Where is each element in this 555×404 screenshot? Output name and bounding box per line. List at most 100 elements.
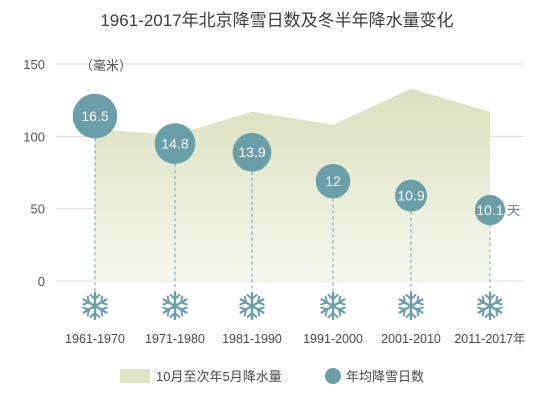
snow-day-bubble-3 xyxy=(315,163,351,199)
snowflake-icon xyxy=(320,291,346,321)
snowflake-stroke xyxy=(100,306,108,311)
snowflake-stroke xyxy=(239,301,247,306)
x-category-label: 1981-1990 xyxy=(222,332,282,346)
snowflake-stroke xyxy=(416,308,420,317)
snowflake-stroke xyxy=(166,308,170,317)
snowflake-arm xyxy=(250,295,265,308)
bubble-value-3: 12 xyxy=(325,173,341,189)
snowflake-stroke xyxy=(174,312,181,318)
snowflake-arm xyxy=(409,304,424,317)
snowflake-stroke xyxy=(324,295,328,304)
snowflake-stroke xyxy=(320,301,328,306)
y-axis-ticks: 0 50 100 150 xyxy=(23,57,45,289)
chart-title: 1961-2017年北京降雪日数及冬半年降水量变化 xyxy=(100,11,453,30)
snowflake-arm xyxy=(477,304,492,317)
snowflake-stroke xyxy=(484,312,491,318)
snowflake-stroke xyxy=(100,301,108,306)
snowflake-stroke xyxy=(338,295,342,304)
snowflake-arm xyxy=(320,295,335,308)
x-category-label: 1991-2000 xyxy=(303,332,363,346)
legend-area-swatch xyxy=(120,369,150,383)
precip-area xyxy=(95,88,490,282)
snowflake-icon xyxy=(239,291,265,321)
snowflake-stroke xyxy=(100,295,104,304)
snowflake-stroke xyxy=(251,294,258,300)
stem-lines xyxy=(94,138,491,292)
snowflake-stroke xyxy=(166,295,170,304)
snowflake-stroke xyxy=(169,294,176,300)
bubble-value-0: 16.5 xyxy=(81,108,108,124)
snowflake-arm xyxy=(405,291,417,308)
snowflake-stroke xyxy=(320,306,328,311)
snowflake-arm xyxy=(93,304,108,317)
snowflake-icon xyxy=(162,291,188,321)
snowflake-arm xyxy=(398,295,413,308)
snowflake-stroke xyxy=(257,295,261,304)
snowflake-stroke xyxy=(82,306,90,311)
snowflake-stroke xyxy=(495,306,503,311)
snowflake-stroke xyxy=(477,306,485,311)
snowflake-icon xyxy=(82,291,108,321)
snowflake-stroke xyxy=(89,312,96,318)
snowflake-arm xyxy=(398,304,413,317)
snowflake-arm xyxy=(484,304,496,321)
snowflake-arm xyxy=(239,304,254,317)
snowflake-stroke xyxy=(495,301,503,306)
snowflake-stroke xyxy=(180,306,188,311)
snowflake-stroke xyxy=(257,301,265,306)
snowflake-stroke xyxy=(398,306,406,311)
snowflake-arm xyxy=(169,304,181,321)
snowflake-arm xyxy=(250,304,265,317)
snowflake-stroke xyxy=(481,308,485,317)
snowflake-stroke xyxy=(162,306,170,311)
x-category-label: 1961-1970 xyxy=(65,332,125,346)
snowflake-stroke xyxy=(246,294,253,300)
snowflake-stroke xyxy=(243,308,247,317)
snowflake-stroke xyxy=(332,312,339,318)
x-axis-categories: 1961-1970 1971-1980 1981-1990 1991-2000 2001… xyxy=(65,332,526,346)
snowflake-arm xyxy=(405,304,417,321)
legend-bubble-label: 年均降雪日数 xyxy=(346,369,424,384)
snowflake-arm xyxy=(327,304,339,321)
snowflake-stroke xyxy=(402,308,406,317)
legend: 10月至次年5月降水量 年均降雪日数 xyxy=(120,368,424,384)
legend-area-label: 10月至次年5月降水量 xyxy=(156,369,282,384)
snowflake-stroke xyxy=(338,301,346,306)
snowflake-stroke xyxy=(180,295,184,304)
snowflake-stroke xyxy=(86,308,90,317)
snowflake-stroke xyxy=(94,312,101,318)
y-axis-unit: （毫米） xyxy=(80,58,132,73)
snowflake-stroke xyxy=(86,295,90,304)
snow-day-bubble-5 xyxy=(474,195,506,226)
snowflake-stroke xyxy=(416,295,420,304)
snowflake-stroke xyxy=(338,308,342,317)
snowflake-stroke xyxy=(243,295,247,304)
bubble-value-5: 10.1 xyxy=(476,202,503,218)
snowflake-arm xyxy=(173,295,188,308)
snowflake-arm xyxy=(484,291,496,308)
snowflake-stroke xyxy=(489,294,496,300)
snowflake-row xyxy=(82,291,503,321)
snowflake-stroke xyxy=(100,308,104,317)
snowflake-stroke xyxy=(410,312,417,318)
snowflake-stroke xyxy=(481,295,485,304)
snowflake-arm xyxy=(169,291,181,308)
snowflake-arm xyxy=(239,295,254,308)
snowflake-arm xyxy=(488,295,503,308)
snowflake-stroke xyxy=(495,308,499,317)
snowflake-stroke xyxy=(174,294,181,300)
y-tick-label: 50 xyxy=(31,202,45,217)
y-tick-label: 0 xyxy=(38,274,45,289)
y-tick-label: 100 xyxy=(23,129,45,144)
snowflake-stroke xyxy=(180,301,188,306)
snowflake-arm xyxy=(93,295,108,308)
x-category-label: 2001-2010 xyxy=(381,332,441,346)
snowflake-arm xyxy=(477,295,492,308)
x-category-label: 1971-1980 xyxy=(145,332,205,346)
snowflake-arm xyxy=(327,291,339,308)
snowflake-arm xyxy=(409,295,424,308)
y-tick-label: 150 xyxy=(23,57,45,72)
snowflake-stroke xyxy=(162,301,170,306)
snowflake-icon xyxy=(477,291,503,321)
